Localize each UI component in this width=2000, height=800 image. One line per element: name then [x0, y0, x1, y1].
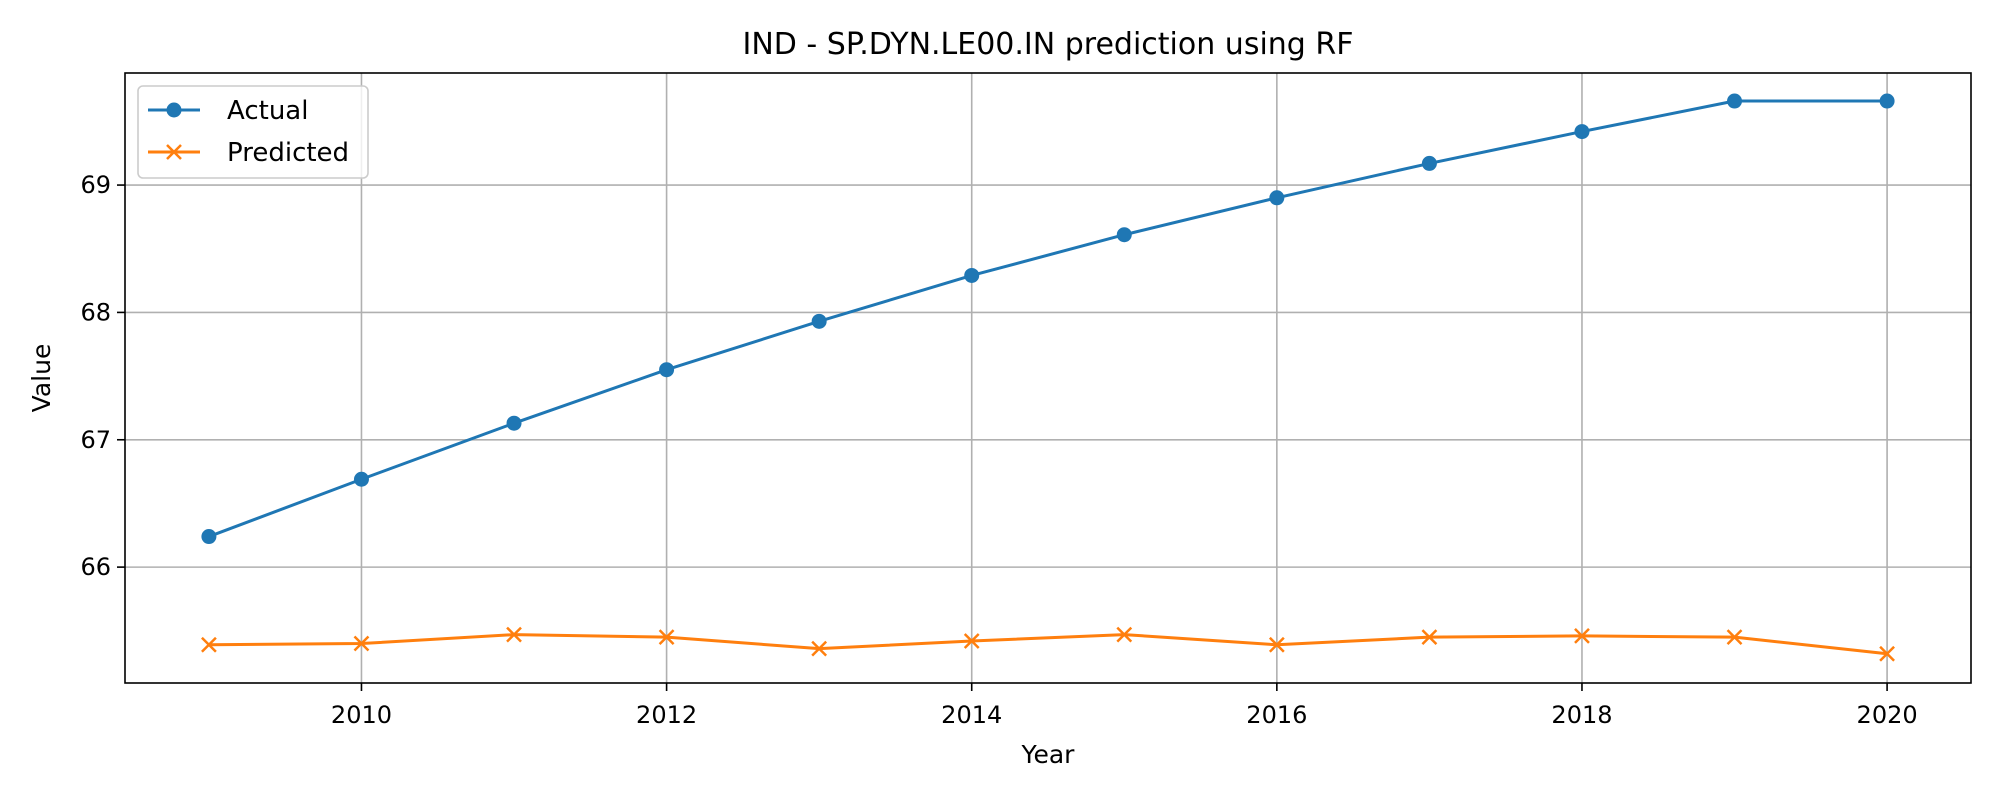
data-point-predicted: [1879, 645, 1895, 662]
data-point-actual: [659, 362, 675, 378]
data-point-actual: [201, 529, 217, 545]
series-line-predicted: [208, 633, 1888, 656]
data-point-predicted: [963, 633, 980, 649]
y-tick-label: 67: [80, 426, 111, 454]
data-point-predicted: [1574, 627, 1590, 644]
legend-label-actual: Actual: [227, 96, 308, 126]
y-axis-label: Value: [27, 344, 56, 413]
y-tick-label: 68: [80, 298, 111, 326]
legend-marker-actual: [166, 102, 182, 118]
data-point-actual: [1879, 93, 1895, 109]
data-point-actual: [1421, 155, 1437, 171]
x-tick-label: 2010: [331, 701, 392, 729]
x-tick-label: 2016: [1246, 701, 1307, 729]
y-tick-label: 69: [80, 171, 111, 199]
data-point-predicted: [506, 626, 522, 643]
data-point-actual: [1727, 93, 1743, 109]
x-tick-label: 2014: [941, 701, 1002, 729]
legend-marker-predicted: [166, 144, 182, 160]
data-point-actual: [353, 471, 369, 487]
data-point-predicted: [658, 629, 675, 646]
x-tick-label: 2018: [1551, 701, 1612, 729]
series-layer: [201, 93, 1895, 662]
data-point-actual: [506, 415, 522, 431]
series-line-actual: [208, 99, 1888, 538]
x-tick-label: 2012: [636, 701, 697, 729]
plot-area-frame: [124, 72, 1972, 684]
data-point-predicted: [1268, 636, 1285, 653]
legend: Actual Predicted: [137, 85, 369, 179]
legend-label-predicted: Predicted: [227, 138, 349, 168]
data-point-predicted: [1421, 629, 1438, 646]
data-point-actual: [964, 267, 980, 283]
x-axis-label: Year: [1021, 740, 1076, 769]
x-tick-label: 2020: [1857, 701, 1918, 729]
data-point-predicted: [1116, 626, 1133, 643]
data-point-actual: [1116, 227, 1132, 243]
data-point-actual: [1269, 190, 1285, 206]
data-point-predicted: [353, 635, 370, 652]
data-point-actual: [811, 313, 827, 329]
data-point-predicted: [201, 636, 217, 653]
series-predicted: [201, 626, 1895, 662]
axis-ticks: 2010 2012 2014 2016 2018 2020 66 67 68 69: [80, 171, 1917, 729]
data-point-predicted: [1726, 629, 1743, 646]
data-point-predicted: [811, 640, 828, 657]
grid-lines: [125, 73, 1971, 683]
series-actual: [201, 93, 1895, 545]
y-tick-label: 66: [80, 553, 111, 581]
chart-title: IND - SP.DYN.LE00.IN prediction using RF: [743, 27, 1354, 62]
data-point-actual: [1574, 124, 1590, 140]
